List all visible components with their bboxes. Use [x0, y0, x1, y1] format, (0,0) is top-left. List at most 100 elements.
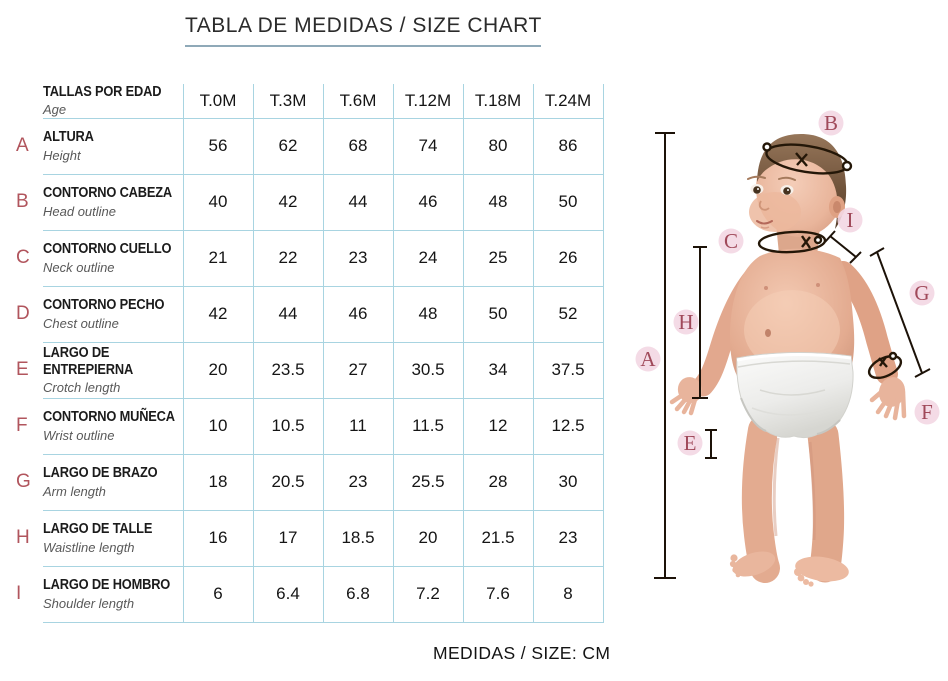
- table-row-neck-outline: C CONTORNO CUELLO Neck outline 21 22 23 …: [16, 230, 604, 287]
- baby-right-foot: [794, 556, 849, 587]
- table-row-wrist-outline: F CONTORNO MUÑECA Wrist outline 10 10.5 …: [16, 398, 604, 455]
- row-label-en: Crotch length: [43, 379, 121, 395]
- header-letter-spacer: [16, 84, 43, 118]
- table-row-crotch-length: E LARGO DE ENTREPIERNA Crotch length 20 …: [16, 342, 604, 399]
- row-label-cell: LARGO DE ENTREPIERNA Crotch length: [43, 342, 184, 399]
- table-row-height: A ALTURA Height 56 62 68 74 80 86: [16, 118, 604, 175]
- header-label-en: Age: [43, 102, 67, 118]
- size-value: 62: [253, 118, 324, 175]
- size-value: 30: [533, 454, 604, 511]
- row-label-es: CONTORNO PECHO: [43, 297, 165, 314]
- waistline-measure-line-H: [692, 246, 708, 399]
- svg-text:A: A: [640, 347, 656, 371]
- size-value: 10.5: [253, 398, 324, 455]
- column-header-t24m: T.24M: [533, 84, 604, 119]
- size-value: 16: [183, 510, 254, 567]
- row-letter: I: [16, 583, 22, 604]
- svg-text:C: C: [724, 229, 738, 253]
- shoulder-measure-line-I: [824, 230, 862, 264]
- size-value: 12.5: [533, 398, 604, 455]
- baby-left-foot: [729, 551, 776, 578]
- row-letter: B: [16, 191, 29, 212]
- figure-annotation-f: F: [914, 399, 940, 425]
- row-label-cell: CONTORNO PECHO Chest outline: [43, 286, 184, 343]
- size-value: 6: [183, 566, 254, 623]
- svg-text:G: G: [914, 281, 929, 305]
- row-label-es: LARGO DE TALLE: [43, 521, 153, 538]
- size-value: 37.5: [533, 342, 604, 399]
- row-label-en: Height: [43, 147, 81, 163]
- table-row-chest-outline: D CONTORNO PECHO Chest outline 42 44 46 …: [16, 286, 604, 343]
- figure-annotation-i: I: [837, 207, 863, 233]
- row-label-cell: LARGO DE BRAZO Arm length: [43, 454, 184, 511]
- size-value: 23: [533, 510, 604, 567]
- baby-diaper: [736, 351, 854, 439]
- height-measure-line-A: [654, 132, 676, 579]
- header-label-es: TALLAS POR EDAD: [43, 84, 162, 101]
- size-value: 52: [533, 286, 604, 343]
- size-value: 6.8: [323, 566, 394, 623]
- size-value: 56: [183, 118, 254, 175]
- row-letter: G: [16, 471, 31, 492]
- units-note: MEDIDAS / SIZE: CM: [433, 643, 611, 663]
- table-header-row: TALLAS POR EDAD Age T.0M T.3M T.6M T.12M…: [16, 84, 604, 119]
- header-label-cell: TALLAS POR EDAD Age: [43, 84, 184, 119]
- baby-inner-leg-shadow: [772, 437, 780, 537]
- size-value: 11.5: [393, 398, 464, 455]
- baby-illustration: [669, 134, 907, 587]
- row-label-en: Shoulder length: [43, 595, 135, 611]
- row-label-en: Neck outline: [43, 259, 115, 275]
- row-label-cell: LARGO DE TALLE Waistline length: [43, 510, 184, 567]
- row-label-es: CONTORNO MUÑECA: [43, 409, 175, 426]
- size-value: 17: [253, 510, 324, 567]
- size-value: 25: [463, 230, 534, 287]
- wrist-circumference-band-F: [867, 351, 903, 380]
- baby-belly-highlight: [744, 290, 840, 370]
- size-value: 48: [393, 286, 464, 343]
- size-value: 50: [463, 286, 534, 343]
- svg-text:I: I: [847, 208, 854, 232]
- size-value: 8: [533, 566, 604, 623]
- svg-text:F: F: [921, 400, 933, 424]
- svg-text:H: H: [678, 310, 693, 334]
- size-value: 44: [323, 174, 394, 231]
- baby-face: [747, 175, 796, 229]
- column-header-t18m: T.18M: [463, 84, 534, 119]
- row-letter: H: [16, 527, 30, 548]
- row-label-es: CONTORNO CUELLO: [43, 241, 172, 258]
- baby-right-leg: [807, 419, 845, 583]
- row-label-es: LARGO DE ENTREPIERNA: [43, 345, 134, 378]
- row-label-en: Waistline length: [43, 539, 135, 555]
- table-row-shoulder-length: I LARGO DE HOMBRO Shoulder length 6 6.4 …: [16, 566, 604, 623]
- figure-annotation-b: B: [818, 110, 844, 136]
- row-label-cell: CONTORNO MUÑECA Wrist outline: [43, 398, 184, 455]
- size-value: 23: [323, 454, 394, 511]
- svg-text:B: B: [824, 111, 838, 135]
- size-value: 23: [323, 230, 394, 287]
- size-value: 24: [393, 230, 464, 287]
- crotch-measure-line-E: [705, 429, 717, 459]
- table-row-arm-length: G LARGO DE BRAZO Arm length 18 20.5 23 2…: [16, 454, 604, 511]
- baby-left-hand: [669, 377, 703, 416]
- size-value: 6.4: [253, 566, 324, 623]
- baby-left-leg: [741, 415, 780, 583]
- baby-measurement-figure: A B C E F G H I: [635, 110, 940, 587]
- size-value: 23.5: [253, 342, 324, 399]
- row-label-es: ALTURA: [43, 129, 94, 146]
- size-value: 21: [183, 230, 254, 287]
- row-label-es: CONTORNO CABEZA: [43, 185, 173, 202]
- size-value: 80: [463, 118, 534, 175]
- size-value: 12: [463, 398, 534, 455]
- size-value: 42: [183, 286, 254, 343]
- column-header-t6m: T.6M: [323, 84, 394, 119]
- row-label-cell: CONTORNO CUELLO Neck outline: [43, 230, 184, 287]
- row-label-es: LARGO DE BRAZO: [43, 465, 158, 482]
- figure-letter-badges: A B C E F G H I: [635, 110, 940, 456]
- row-letter: A: [16, 135, 29, 156]
- page-title: TABLA DE MEDIDAS / SIZE CHART: [185, 14, 541, 47]
- baby-nipple: [764, 286, 768, 290]
- size-value: 40: [183, 174, 254, 231]
- size-value: 44: [253, 286, 324, 343]
- size-value: 46: [323, 286, 394, 343]
- row-letter: C: [16, 247, 30, 268]
